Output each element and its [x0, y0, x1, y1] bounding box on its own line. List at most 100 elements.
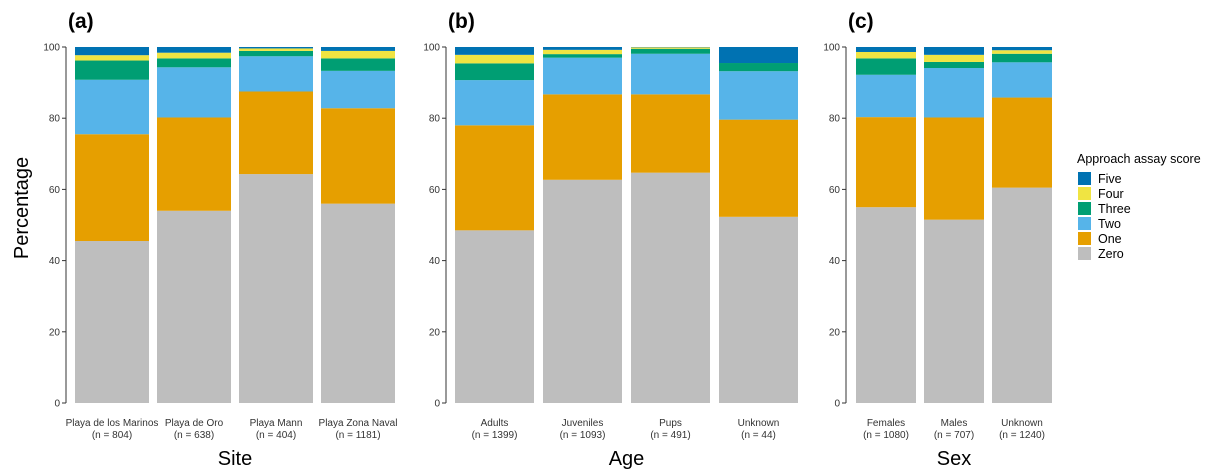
legend-swatch-zero	[1078, 247, 1091, 260]
bar-segment-three	[924, 61, 984, 69]
bar-segment-five	[924, 47, 984, 55]
bar-segment-three	[992, 53, 1052, 63]
y-tick-label: 40	[429, 256, 441, 267]
bar-segment-four	[856, 51, 916, 59]
bar-segment-zero	[856, 207, 916, 403]
bar-segment-three	[455, 63, 534, 81]
legend: Approach assay score FiveFourThreeTwoOneZ…	[1077, 152, 1201, 261]
y-tick-label: 20	[829, 327, 841, 338]
x-tick-n-label: (n = 404)	[256, 430, 296, 441]
legend-label-zero: Zero	[1098, 247, 1124, 261]
bar-segment-three	[543, 54, 622, 58]
x-tick-label: Males	[941, 418, 968, 429]
bar-segment-one	[157, 117, 231, 211]
bar-segment-three	[321, 58, 395, 71]
y-tick-label: 60	[829, 185, 841, 196]
legend-swatch-three	[1078, 202, 1091, 215]
bar-segment-five	[543, 47, 622, 50]
bar-segment-one	[75, 134, 149, 242]
y-tick-label: 20	[429, 327, 441, 338]
bar-segment-five	[321, 47, 395, 51]
bar-segment-zero	[631, 172, 710, 403]
bar-segment-zero	[719, 216, 798, 403]
bar-segment-zero	[321, 203, 395, 403]
x-axis-title: Age	[609, 448, 645, 470]
x-tick-label: Pups	[659, 418, 682, 429]
legend-title: Approach assay score	[1077, 152, 1201, 166]
bar-segment-zero	[924, 219, 984, 403]
x-tick-n-label: (n = 707)	[934, 430, 974, 441]
bar-segment-one	[543, 94, 622, 180]
x-tick-label: Playa Mann	[250, 418, 303, 429]
y-tick-label: 0	[834, 399, 840, 410]
x-tick-n-label: (n = 1399)	[472, 430, 518, 441]
legend-label-one: One	[1098, 232, 1122, 246]
x-axis-title: Site	[218, 448, 252, 470]
legend-swatch-five	[1078, 172, 1091, 185]
y-tick-label: 100	[823, 43, 840, 54]
legend-swatch-one	[1078, 232, 1091, 245]
bar-segment-four	[992, 50, 1052, 54]
panel-label: (c)	[848, 10, 874, 33]
bar-segment-four	[455, 54, 534, 64]
bar-segment-one	[719, 119, 798, 217]
bar-segment-two	[924, 68, 984, 118]
bar-segment-two	[631, 53, 710, 95]
bar-segment-one	[239, 91, 313, 175]
bar-segment-two	[321, 70, 395, 109]
bar-segment-five	[455, 47, 534, 55]
bar-segment-three	[75, 60, 149, 80]
x-tick-n-label: (n = 804)	[92, 430, 132, 441]
y-tick-label: 80	[429, 114, 441, 125]
bar-segment-one	[455, 125, 534, 231]
y-tick-label: 100	[423, 43, 440, 54]
x-tick-n-label: (n = 1181)	[335, 430, 380, 441]
bar-segment-two	[239, 56, 313, 92]
bar-segment-zero	[157, 210, 231, 403]
legend-swatch-two	[1078, 217, 1091, 230]
legend-swatch-four	[1078, 187, 1091, 200]
bar-segment-two	[75, 79, 149, 135]
panel-label: (a)	[68, 10, 94, 33]
bar-segment-two	[856, 74, 916, 118]
x-tick-n-label: (n = 44)	[741, 430, 776, 441]
y-tick-label: 20	[49, 327, 61, 338]
chart-panel-1: (b) 0 20 40 60 80 100 Adults(n = 1399) Juveniles…	[423, 10, 798, 470]
y-tick-label: 60	[429, 185, 441, 196]
x-tick-n-label: (n = 1093)	[560, 430, 606, 441]
x-tick-label: Juveniles	[562, 418, 604, 429]
x-tick-n-label: (n = 1240)	[999, 430, 1045, 441]
bar-segment-one	[856, 117, 916, 208]
legend-label-four: Four	[1098, 187, 1124, 201]
y-tick-label: 100	[43, 43, 60, 54]
x-tick-label: Females	[867, 418, 905, 429]
bar-segment-one	[631, 94, 710, 173]
bar-segment-four	[239, 48, 313, 51]
x-axis-title: Sex	[937, 448, 971, 470]
bar-segment-five	[239, 47, 313, 49]
bar-segment-five	[157, 47, 231, 53]
bar-segment-two	[455, 80, 534, 126]
legend-label-five: Five	[1098, 172, 1122, 186]
bar-segment-three	[157, 58, 231, 68]
bar-segment-five	[75, 47, 149, 56]
y-axis-title: Percentage	[11, 157, 33, 259]
bar-segment-one	[321, 108, 395, 204]
bar-segment-four	[75, 55, 149, 61]
legend-label-three: Three	[1098, 202, 1131, 216]
y-tick-label: 0	[54, 399, 60, 410]
panel-label: (b)	[448, 10, 475, 33]
bar-segment-five	[992, 47, 1052, 51]
bar-segment-four	[543, 49, 622, 55]
x-tick-label: Unknown	[1001, 418, 1043, 429]
x-tick-label: Adults	[481, 418, 509, 429]
bar-segment-five	[856, 47, 916, 52]
bar-segment-one	[924, 117, 984, 220]
x-tick-n-label: (n = 638)	[174, 430, 214, 441]
bar-segment-three	[856, 58, 916, 75]
bar-segment-three	[719, 63, 798, 72]
bar-segment-two	[719, 71, 798, 120]
